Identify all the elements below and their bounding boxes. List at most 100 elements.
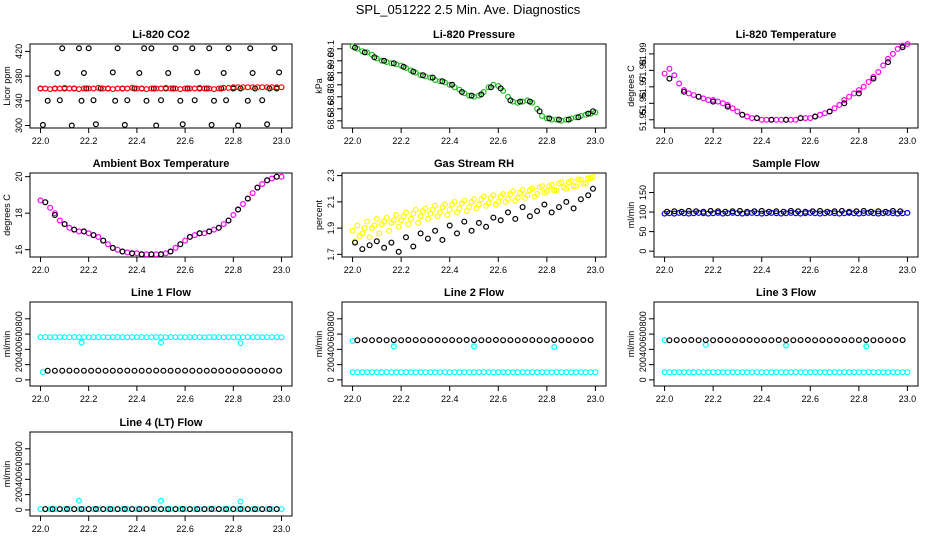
y-axis-label: ml/min — [2, 461, 12, 488]
data-point — [100, 506, 107, 513]
data-point — [729, 208, 736, 215]
data-point — [182, 367, 189, 374]
data-point — [444, 212, 451, 219]
data-point — [208, 121, 215, 128]
data-point — [546, 183, 553, 190]
data-point — [870, 75, 877, 82]
x-tick-label: 22.2 — [704, 265, 722, 275]
x-tick-label: 22.8 — [538, 265, 556, 275]
data-point — [507, 97, 514, 104]
data-point — [383, 337, 390, 344]
data-point — [663, 208, 670, 215]
data-point — [846, 208, 853, 215]
data-point — [244, 97, 251, 104]
data-point — [92, 506, 99, 513]
data-point — [78, 506, 85, 513]
data-point — [208, 506, 215, 513]
data-point — [136, 69, 143, 76]
data-point — [693, 208, 700, 215]
data-point — [577, 196, 584, 203]
data-point — [254, 367, 261, 374]
data-point — [458, 88, 465, 95]
data-point — [517, 98, 524, 105]
data-point — [758, 207, 765, 214]
data-point — [177, 97, 184, 104]
data-point — [71, 226, 78, 233]
y-tick-label: 600 — [14, 327, 24, 342]
chart-title: Li-820 Temperature — [736, 29, 837, 41]
data-point — [875, 68, 882, 75]
data-point — [184, 85, 191, 92]
data-point — [124, 367, 131, 374]
data-point — [548, 209, 555, 216]
y-tick-label: 16 — [14, 245, 24, 255]
y-tick-label: 100 — [638, 205, 648, 220]
data-point — [773, 208, 780, 215]
data-point — [131, 367, 138, 374]
y-tick-label: 1.7 — [326, 248, 336, 261]
chart-title: Line 3 Flow — [756, 287, 816, 299]
data-point — [551, 337, 558, 344]
x-tick-label: 22.4 — [128, 524, 146, 534]
x-tick-label: 22.2 — [80, 524, 98, 534]
x-tick-label: 22.2 — [80, 394, 98, 404]
data-point — [352, 239, 359, 246]
data-point — [809, 208, 816, 215]
data-point — [546, 115, 553, 122]
data-point — [661, 70, 668, 77]
data-point — [424, 215, 431, 222]
data-point — [400, 63, 407, 70]
data-point — [889, 50, 896, 57]
series-line2-flow-1 — [354, 337, 594, 344]
data-point — [83, 85, 90, 92]
data-point — [244, 506, 251, 513]
data-point — [252, 506, 259, 513]
data-point — [143, 97, 150, 104]
x-tick-label: 22.4 — [753, 136, 771, 146]
data-point — [526, 98, 533, 105]
y-axis-label: ml/min — [626, 202, 636, 229]
data-point — [158, 339, 165, 346]
data-point — [191, 97, 198, 104]
data-point — [223, 97, 230, 104]
chart-line3-flow: Line 3 Flow ml/min 22.0 22.2 22.4 22.6 22.8 23.… — [626, 287, 919, 404]
plot-frame — [341, 43, 607, 129]
x-tick-label: 22.8 — [225, 265, 243, 275]
y-tick-label: 200 — [326, 357, 336, 372]
data-point — [63, 506, 70, 513]
data-point — [449, 201, 456, 208]
data-point — [824, 208, 831, 215]
data-point — [376, 337, 383, 344]
data-point — [565, 116, 572, 123]
data-point — [502, 198, 509, 205]
data-point — [249, 190, 256, 197]
y-tick-label: 69.1 — [326, 40, 336, 58]
data-point — [412, 337, 419, 344]
series-line3-flow-1 — [666, 337, 906, 344]
data-point — [446, 206, 453, 213]
x-tick-label: 22.6 — [802, 394, 820, 404]
data-point — [521, 337, 528, 344]
y-tick-label: 68.9 — [326, 64, 336, 82]
data-point — [819, 337, 826, 344]
data-point — [838, 207, 845, 214]
data-point — [196, 367, 203, 374]
data-point — [174, 367, 181, 374]
data-point — [432, 227, 439, 234]
series-line4-flow-1 — [42, 506, 280, 513]
data-point — [826, 337, 833, 344]
data-point — [446, 81, 453, 88]
data-point — [121, 121, 128, 128]
data-point — [572, 183, 579, 190]
data-point — [541, 201, 548, 208]
series-line2-flow-0 — [349, 337, 599, 376]
data-point — [526, 213, 533, 220]
data-point — [439, 204, 446, 211]
data-point — [112, 97, 119, 104]
data-point — [449, 337, 456, 344]
data-point — [882, 208, 889, 215]
data-point — [361, 337, 368, 344]
y-tick-label: 51.98 — [638, 59, 648, 82]
data-point — [420, 208, 427, 215]
data-point — [276, 69, 283, 76]
